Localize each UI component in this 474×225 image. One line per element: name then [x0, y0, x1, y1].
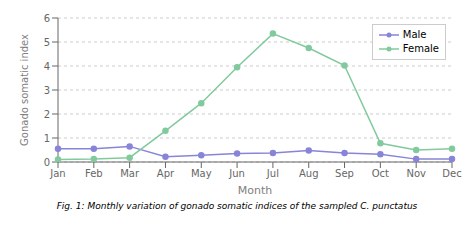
- svg-text:Oct: Oct: [372, 168, 389, 179]
- svg-text:2: 2: [44, 109, 50, 120]
- svg-text:3: 3: [44, 85, 50, 96]
- svg-text:Month: Month: [238, 184, 273, 197]
- svg-text:0: 0: [44, 157, 50, 168]
- html-text:Female: Female: [402, 43, 439, 54]
- svg-text:Sep: Sep: [335, 168, 354, 179]
- html-text:Fig. 1: Monthly variation of g: Fig. 1: Monthly variation of gonado soma…: [56, 201, 418, 211]
- svg-text:Jan: Jan: [49, 168, 65, 179]
- svg-text:Aug: Aug: [299, 168, 319, 179]
- svg-text:1: 1: [44, 133, 50, 144]
- svg-text:Dec: Dec: [442, 168, 461, 179]
- svg-text:5: 5: [44, 37, 50, 48]
- svg-text:Jun: Jun: [228, 168, 245, 179]
- svg-text:Gonado somatic index: Gonado somatic index: [19, 34, 30, 146]
- svg-text:Mar: Mar: [120, 168, 140, 179]
- html-text:Male: Male: [402, 29, 427, 40]
- svg-text:Nov: Nov: [406, 168, 426, 179]
- svg-text:Feb: Feb: [85, 168, 103, 179]
- svg-text:6: 6: [44, 13, 50, 24]
- svg-text:Apr: Apr: [157, 168, 175, 179]
- svg-text:May: May: [191, 168, 212, 179]
- svg-text:4: 4: [44, 61, 50, 72]
- svg-text:Jul: Jul: [266, 168, 279, 179]
